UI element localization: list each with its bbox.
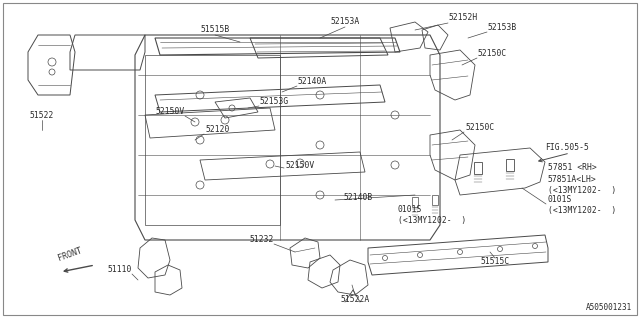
Text: 52120: 52120 — [205, 125, 229, 134]
Text: (<13MY1202-  ): (<13MY1202- ) — [548, 186, 616, 195]
Text: (<13MY1202-  ): (<13MY1202- ) — [398, 215, 467, 225]
Text: 57851A<LH>: 57851A<LH> — [548, 175, 596, 185]
Text: 0101S: 0101S — [548, 196, 572, 204]
Bar — [412, 197, 418, 207]
Text: 52150C: 52150C — [478, 50, 508, 59]
Text: 57851 <RH>: 57851 <RH> — [548, 164, 596, 172]
Text: 52150C: 52150C — [465, 124, 494, 132]
Text: 52153B: 52153B — [488, 23, 517, 33]
Text: 51110: 51110 — [108, 266, 132, 275]
Text: 0101S: 0101S — [398, 205, 422, 214]
Text: 52150V: 52150V — [156, 108, 185, 116]
Text: 52153G: 52153G — [260, 98, 289, 107]
Text: 52140B: 52140B — [344, 194, 372, 203]
Text: 51515B: 51515B — [200, 26, 230, 35]
Bar — [432, 195, 438, 205]
Text: 51522A: 51522A — [340, 295, 370, 305]
Bar — [506, 159, 514, 171]
Text: 52153A: 52153A — [330, 18, 360, 27]
Bar — [474, 162, 482, 174]
Text: FRONT: FRONT — [57, 245, 83, 262]
Text: 52150V: 52150V — [285, 161, 314, 170]
Text: FIG.505-5: FIG.505-5 — [545, 143, 589, 153]
Text: A505001231: A505001231 — [586, 303, 632, 312]
Text: 51515C: 51515C — [481, 258, 509, 267]
Text: 51232: 51232 — [250, 236, 274, 244]
Text: 52152H: 52152H — [449, 13, 477, 22]
Text: 51522: 51522 — [30, 110, 54, 119]
Text: 52140A: 52140A — [298, 77, 327, 86]
Text: (<13MY1202-  ): (<13MY1202- ) — [548, 205, 616, 214]
